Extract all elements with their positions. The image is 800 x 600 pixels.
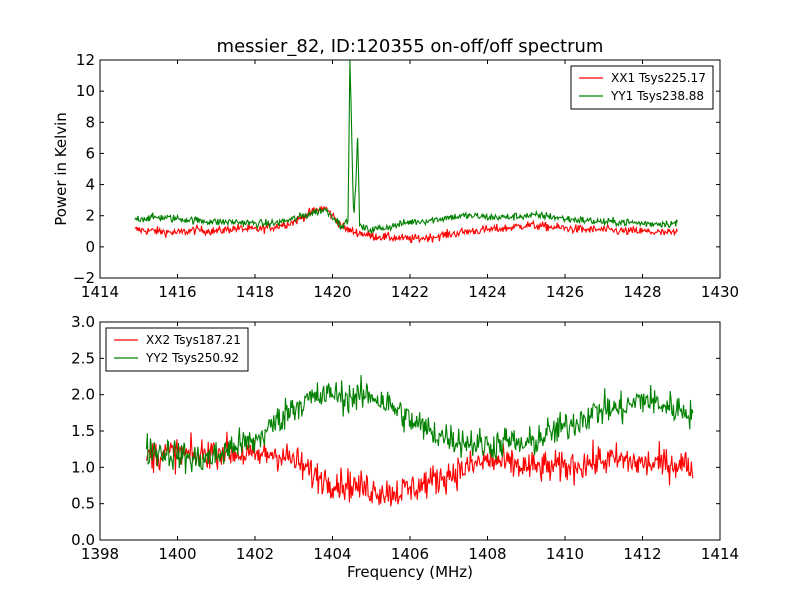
x-tick-label: 1416 xyxy=(158,283,196,301)
x-tick-label: 1422 xyxy=(391,283,429,301)
legend-label: XX2 Tsys187.21 xyxy=(146,333,241,347)
y-axis-label: Power in Kelvin xyxy=(52,112,70,226)
x-tick-label: 1404 xyxy=(313,545,351,563)
legend-label: YY2 Tsys250.92 xyxy=(145,351,239,365)
y-tick-label: 8 xyxy=(85,113,95,131)
legend-box xyxy=(570,65,714,110)
y-tick-label: 0 xyxy=(85,238,95,256)
y-tick-label: 1.5 xyxy=(71,422,95,440)
y-tick-label: 10 xyxy=(76,82,95,100)
y-tick-label: 12 xyxy=(76,51,95,69)
y-tick-label: 0.0 xyxy=(71,531,95,549)
x-tick-label: 1418 xyxy=(236,283,274,301)
x-tick-label: 1410 xyxy=(546,545,584,563)
y-tick-label: 2.5 xyxy=(71,349,95,367)
y-tick-label: 2.0 xyxy=(71,386,95,404)
y-tick-label: 4 xyxy=(85,176,95,194)
x-tick-label: 1424 xyxy=(468,283,506,301)
y-tick-label: 3.0 xyxy=(71,313,95,331)
y-tick-label: 0.5 xyxy=(71,495,95,513)
legend-label: YY1 Tsys238.88 xyxy=(610,89,704,103)
x-tick-label: 1428 xyxy=(623,283,661,301)
chart-panel-2: 1398 1400 1402 1404 1406 1408 1410 1412 1414 0.0 0… xyxy=(71,313,739,581)
legend-box xyxy=(105,327,249,372)
series-line-2 xyxy=(134,60,678,235)
chart-title: messier_82, ID:120355 on-off/off spectru… xyxy=(217,36,604,57)
x-axis-label: Frequency (MHz) xyxy=(347,563,473,581)
chart-panel-1: 1414 1416 1418 1420 1422 1424 1426 1428 1430 −2 0 2… xyxy=(52,36,739,301)
y-tick-label: 2 xyxy=(85,207,95,225)
x-tick-label: 1412 xyxy=(623,545,661,563)
y-tick-label: 6 xyxy=(85,144,95,162)
legend-label: XX1 Tsys225.17 xyxy=(611,71,706,85)
y-tick-label: −2 xyxy=(73,269,95,287)
x-tick-label: 1402 xyxy=(236,545,274,563)
x-tick-label: 1414 xyxy=(81,283,119,301)
x-tick-label: 1398 xyxy=(81,545,119,563)
x-tick-label: 1426 xyxy=(546,283,584,301)
x-tick-label: 1414 xyxy=(701,545,739,563)
legend: XX2 Tsys187.21 YY2 Tsys250.92 xyxy=(105,327,249,372)
series-line-2 xyxy=(145,374,694,475)
x-tick-label: 1400 xyxy=(158,545,196,563)
y-tick-label: 1.0 xyxy=(71,458,95,476)
x-tick-label: 1406 xyxy=(391,545,429,563)
x-tick-label: 1408 xyxy=(468,545,506,563)
x-tick-label: 1430 xyxy=(701,283,739,301)
series-line-1 xyxy=(134,205,678,244)
legend: XX1 Tsys225.17 YY1 Tsys238.88 xyxy=(570,65,714,110)
x-tick-label: 1420 xyxy=(313,283,351,301)
